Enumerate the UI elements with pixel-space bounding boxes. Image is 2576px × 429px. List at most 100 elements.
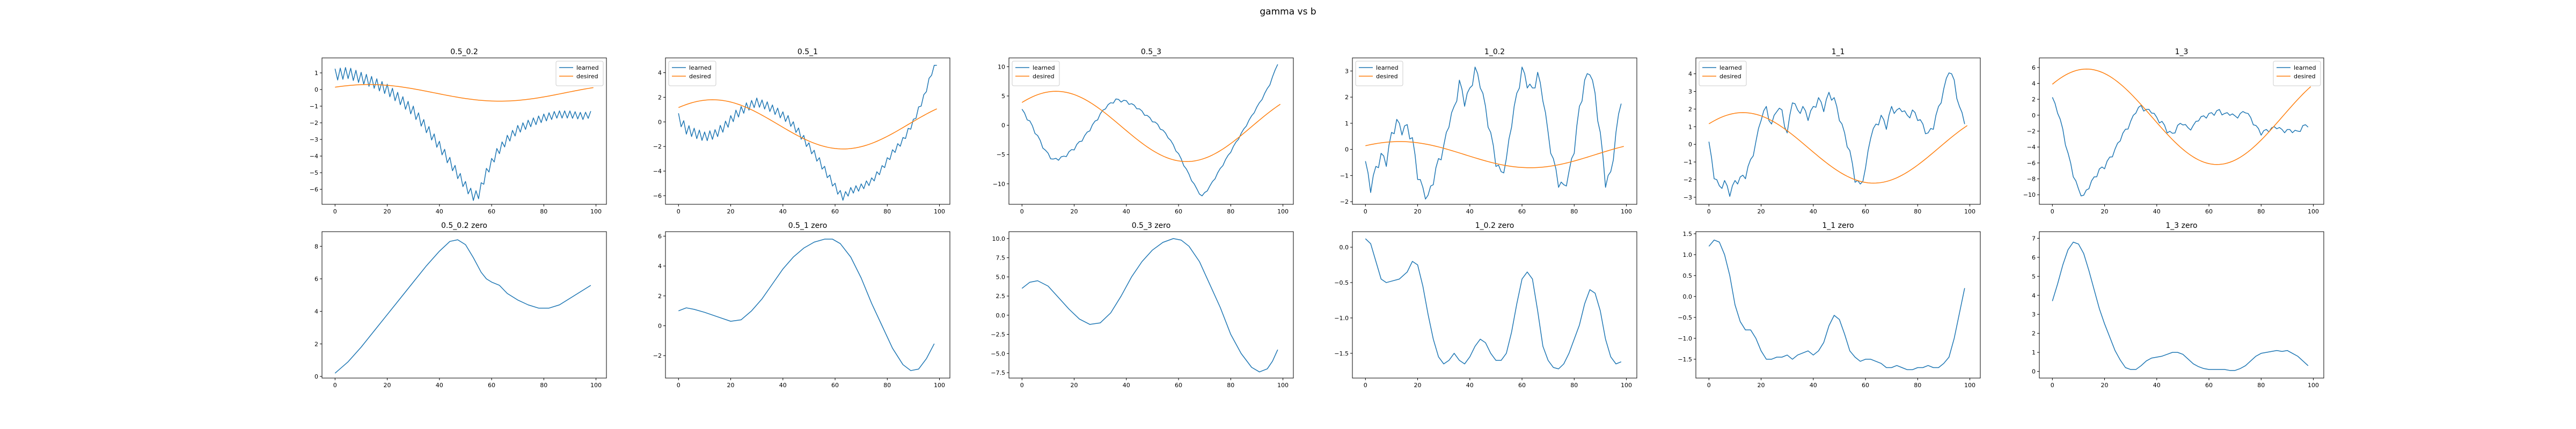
subplot-2: 0.5_3 0 20 40 60 80 100 −10 −5 0 5 10 learned desired: [993, 48, 1294, 215]
x-tick-label: 100: [1964, 382, 1975, 389]
y-tick-label: 0.5: [1683, 272, 1693, 279]
x-tick-label: 0: [677, 208, 680, 215]
y-tick-label: 0: [658, 323, 662, 330]
series-line-desired: [2052, 69, 2311, 165]
y-tick-label: 2.5: [996, 293, 1006, 300]
legend-label: learned: [689, 64, 712, 71]
x-tick-label: 60: [2205, 208, 2213, 215]
y-tick-label: 3: [2032, 311, 2036, 318]
y-tick-label: −5: [997, 151, 1005, 158]
y-tick-label: −1.0: [1678, 335, 1692, 342]
x-tick-label: 60: [831, 208, 839, 215]
x-tick-label: 80: [1227, 382, 1234, 389]
y-tick-label: −6: [310, 186, 318, 193]
y-tick-label: 0.0: [1683, 293, 1693, 300]
x-tick-label: 80: [540, 382, 547, 389]
axes-frame: [665, 231, 950, 379]
legend-label: learned: [1719, 64, 1742, 71]
y-tick-label: −3: [1684, 194, 1692, 201]
x-tick-label: 100: [1621, 208, 1632, 215]
y-tick-label: −3: [310, 136, 318, 143]
x-tick-label: 80: [883, 382, 891, 389]
subplot-title: 0.5_1: [797, 48, 818, 56]
x-tick-label: 60: [831, 382, 839, 389]
series-line-learned: [2052, 97, 2309, 197]
y-tick-label: −1.5: [1678, 356, 1692, 363]
series-line-learned: [334, 67, 591, 201]
x-tick-label: 0: [677, 382, 680, 389]
y-tick-label: −1.5: [1334, 350, 1349, 357]
figure-suptitle: gamma vs b: [1260, 6, 1316, 17]
x-tick-label: 20: [727, 208, 735, 215]
y-tick-label: 7: [2032, 235, 2036, 242]
x-tick-label: 40: [779, 382, 787, 389]
y-tick-label: −6: [2027, 160, 2036, 167]
series-line-series-0: [2052, 241, 2309, 371]
y-tick-label: 4: [658, 263, 662, 270]
axes-frame: [1695, 231, 1981, 379]
x-tick-label: 40: [1123, 382, 1130, 389]
subplot-0: 0.5_0.2 0 20 40 60 80 100 −6 −5 −4 −3 −2 −1 0 1 learned…: [310, 48, 607, 215]
x-tick-label: 60: [2205, 382, 2213, 389]
x-tick-label: 60: [1175, 208, 1182, 215]
y-tick-label: 2: [2032, 96, 2036, 103]
x-tick-label: 80: [1570, 382, 1578, 389]
x-tick-label: 100: [934, 382, 945, 389]
y-tick-label: 4: [2032, 292, 2036, 299]
y-tick-label: 6: [2032, 64, 2036, 71]
x-tick-label: 20: [1758, 382, 1765, 389]
y-tick-label: −2: [310, 120, 318, 127]
series-line-desired: [1021, 91, 1281, 162]
x-tick-label: 100: [934, 208, 945, 215]
y-tick-label: 0: [2032, 112, 2036, 119]
x-tick-label: 80: [883, 208, 891, 215]
subplot-title: 1_1 zero: [1822, 221, 1854, 230]
y-tick-label: −2: [653, 143, 662, 150]
legend-label: learned: [2294, 64, 2316, 71]
y-tick-label: 1.5: [1683, 231, 1693, 238]
y-tick-label: 5: [1001, 93, 1005, 100]
x-tick-label: 20: [1071, 382, 1078, 389]
legend-label: learned: [1033, 64, 1055, 71]
x-tick-label: 80: [540, 208, 547, 215]
subplot-8: 0.5_3 zero 0 20 40 60 80 100 −7.5 −5.0 −2.5 0.0 2.5…: [991, 221, 1294, 389]
y-tick-label: 3: [1345, 68, 1349, 75]
y-tick-label: 2: [2032, 330, 2036, 337]
series-line-series-0: [678, 239, 935, 371]
y-tick-label: 4: [658, 70, 662, 77]
x-tick-label: 80: [1914, 382, 1921, 389]
y-tick-label: −4: [653, 168, 662, 175]
y-tick-label: 7.5: [996, 255, 1006, 262]
y-tick-label: 2: [1345, 94, 1349, 101]
x-tick-label: 40: [436, 382, 443, 389]
y-tick-label: 0: [658, 119, 662, 125]
x-tick-label: 60: [1518, 382, 1526, 389]
y-tick-label: 0: [314, 86, 318, 93]
x-tick-label: 20: [2101, 208, 2109, 215]
x-tick-label: 40: [1810, 208, 1817, 215]
x-tick-label: 40: [2153, 208, 2161, 215]
y-tick-label: −2.5: [991, 331, 1005, 338]
subplot-title: 0.5_1 zero: [788, 221, 828, 230]
series-line-learned: [1708, 72, 1965, 197]
x-tick-label: 20: [2101, 382, 2109, 389]
y-tick-label: 1: [314, 70, 318, 77]
y-tick-label: 0.0: [996, 312, 1006, 319]
y-tick-label: 0: [2032, 368, 2036, 375]
x-tick-label: 0: [1020, 208, 1024, 215]
y-tick-label: 0: [1001, 122, 1005, 129]
axes-frame: [1008, 231, 1294, 379]
y-tick-label: −1: [310, 103, 318, 110]
y-tick-label: 2: [658, 293, 662, 300]
legend: learned desired: [2273, 61, 2321, 86]
series-line-desired: [335, 84, 594, 102]
series-line-learned: [1365, 66, 1622, 199]
subplot-title: 1_1: [1832, 48, 1845, 56]
y-tick-label: 1: [1688, 123, 1692, 130]
axes-frame: [1695, 57, 1981, 205]
x-tick-label: 20: [1414, 382, 1422, 389]
x-tick-label: 40: [436, 208, 443, 215]
y-tick-label: −6: [653, 193, 662, 199]
axes-frame: [1352, 57, 1637, 205]
series-line-series-0: [1021, 238, 1278, 373]
